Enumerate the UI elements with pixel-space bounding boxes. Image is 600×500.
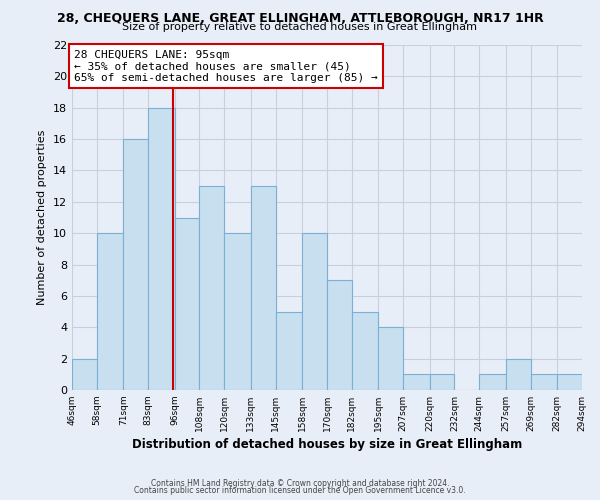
Bar xyxy=(530,374,557,390)
Bar xyxy=(97,233,124,390)
Bar xyxy=(430,374,455,390)
Y-axis label: Number of detached properties: Number of detached properties xyxy=(37,130,47,305)
Bar xyxy=(302,233,327,390)
Bar xyxy=(224,233,251,390)
Text: Contains public sector information licensed under the Open Government Licence v3: Contains public sector information licen… xyxy=(134,486,466,495)
Bar xyxy=(175,218,199,390)
Bar xyxy=(506,358,530,390)
Bar xyxy=(275,312,302,390)
Bar xyxy=(403,374,430,390)
Bar xyxy=(72,358,97,390)
Text: 28, CHEQUERS LANE, GREAT ELLINGHAM, ATTLEBOROUGH, NR17 1HR: 28, CHEQUERS LANE, GREAT ELLINGHAM, ATTL… xyxy=(56,12,544,26)
Bar xyxy=(327,280,352,390)
Bar xyxy=(379,328,403,390)
Bar xyxy=(148,108,175,390)
Text: 28 CHEQUERS LANE: 95sqm
← 35% of detached houses are smaller (45)
65% of semi-de: 28 CHEQUERS LANE: 95sqm ← 35% of detache… xyxy=(74,50,378,83)
Bar xyxy=(199,186,224,390)
X-axis label: Distribution of detached houses by size in Great Ellingham: Distribution of detached houses by size … xyxy=(132,438,522,451)
Bar xyxy=(557,374,582,390)
Bar xyxy=(479,374,506,390)
Bar xyxy=(352,312,379,390)
Bar xyxy=(251,186,275,390)
Bar xyxy=(124,139,148,390)
Text: Size of property relative to detached houses in Great Ellingham: Size of property relative to detached ho… xyxy=(122,22,478,32)
Text: Contains HM Land Registry data © Crown copyright and database right 2024.: Contains HM Land Registry data © Crown c… xyxy=(151,478,449,488)
